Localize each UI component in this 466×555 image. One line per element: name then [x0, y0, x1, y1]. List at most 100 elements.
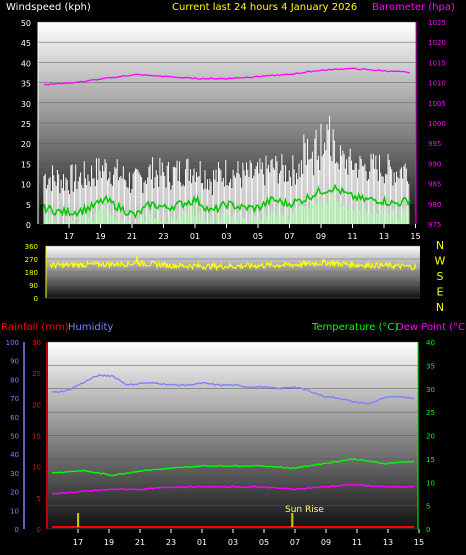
- direction-tick-label: 90: [29, 282, 38, 290]
- wind_avg-line: [43, 183, 411, 220]
- windspeed-tick-label: 40: [21, 59, 31, 68]
- humidity-tick-label: 70: [10, 395, 19, 403]
- windspeed-tick-label: 50: [21, 19, 31, 28]
- direction-tick-label: 0: [34, 295, 38, 303]
- temp-hour-ticks: 17 19 21 23 01 03 05 07 09 11 13 15: [73, 529, 424, 547]
- dewpoint-line: [51, 483, 415, 495]
- direction-gridlines: [45, 245, 420, 299]
- direction-series: [49, 256, 417, 272]
- barometer-axis-title: Barometer (hpa): [372, 2, 455, 13]
- humidity-ticks: 0 10 20 30 40 50 60 70 80 90 100: [6, 339, 19, 534]
- wind-hour-label: 05: [253, 232, 263, 241]
- wind-hour-label: 11: [347, 232, 357, 241]
- temperature-tick-label: 15: [426, 456, 435, 464]
- temp-hour-label: 21: [135, 538, 145, 547]
- rainfall-tick-label: 0: [37, 526, 41, 534]
- windspeed-tick-label: 25: [21, 120, 31, 129]
- temp-hour-label: 03: [228, 538, 238, 547]
- barometer-tick-label: 995: [428, 140, 441, 148]
- barometer-line: [43, 67, 411, 86]
- temperature-ticks: 0 5 10 15 20 25 30 35 40: [426, 339, 435, 534]
- wind-hour-label: 01: [190, 232, 200, 241]
- compass-label: N: [436, 301, 444, 314]
- wind-hour-label: 13: [379, 232, 389, 241]
- temperature-tick-label: 40: [426, 339, 435, 347]
- barometer-tick-label: 980: [428, 201, 441, 209]
- wind-hour-label: 23: [158, 232, 168, 241]
- rainfall-tick-label: 10: [32, 464, 41, 472]
- barometer-ticks: 975 980 985 990 995 1000 1005 1010 1015 1020 1025: [428, 19, 446, 229]
- wind-hour-label: 09: [316, 232, 326, 241]
- humidity-line: [51, 374, 415, 405]
- windspeed-tick-label: 45: [21, 39, 31, 48]
- temp-hour-label: 07: [290, 538, 300, 547]
- temp-hour-label: 17: [73, 538, 83, 547]
- temperature-tick-label: 25: [426, 409, 435, 417]
- wind-hour-ticks: 17 19 21 23 01 03 05 07 09 11 13 15: [64, 224, 421, 241]
- temp-hour-label: 19: [104, 538, 114, 547]
- temp-hour-label: 13: [383, 538, 393, 547]
- barometer-tick-label: 1010: [428, 80, 446, 88]
- windspeed-tick-label: 0: [26, 221, 31, 230]
- compass-label: W: [435, 255, 446, 268]
- temperature-tick-label: 0: [426, 526, 430, 534]
- temp-hour-label: 11: [352, 538, 362, 547]
- direction-ticks: 0 90 180 270 360: [25, 243, 38, 303]
- wind-direction-line: [49, 256, 417, 272]
- barometer-tick-label: 990: [428, 160, 441, 168]
- temperature-tick-label: 10: [426, 479, 435, 487]
- temp-hour-label: 09: [321, 538, 331, 547]
- rainfall-tick-label: 30: [32, 339, 41, 347]
- temp-gridlines: [23, 341, 419, 530]
- humidity-tick-label: 10: [10, 507, 19, 515]
- barometer-tick-label: 985: [428, 181, 441, 189]
- temp-series: [51, 374, 415, 528]
- temp-hour-label: 23: [166, 538, 176, 547]
- humidity-tick-label: 0: [15, 526, 19, 534]
- sunrise-label: Sun Rise: [285, 505, 324, 515]
- windspeed-tick-label: 15: [21, 160, 31, 169]
- windspeed-tick-label: 10: [21, 181, 31, 190]
- temp-hour-label: 05: [259, 538, 269, 547]
- rainfall-tick-label: 25: [32, 370, 41, 378]
- humidity-tick-label: 100: [6, 339, 19, 347]
- barometer-tick-label: 975: [428, 221, 441, 229]
- wind-gust-bars: [40, 116, 414, 224]
- windspeed-tick-label: 5: [26, 201, 31, 210]
- wind-hour-label: 15: [410, 232, 420, 241]
- temperature-legend: Temperature (°C): [311, 322, 398, 333]
- chart-title: Current last 24 hours 4 January 2026: [172, 2, 357, 13]
- humidity-legend: Humidity: [68, 322, 113, 333]
- temperature-tick-label: 35: [426, 362, 435, 370]
- direction-tick-label: 180: [25, 269, 38, 277]
- wind-hour-label: 17: [64, 232, 74, 241]
- rainfall-tick-label: 5: [37, 495, 41, 503]
- rainfall-ticks: 0 5 10 15 20 25 30: [32, 339, 41, 534]
- wind-hour-label: 19: [95, 232, 105, 241]
- compass-label: S: [437, 270, 444, 283]
- wind-hour-label: 21: [127, 232, 137, 241]
- rainfall-tick-label: 20: [32, 401, 41, 409]
- rainfall-legend: Rainfall (mm): [1, 322, 69, 333]
- rainfall-tick-label: 15: [32, 433, 41, 441]
- barometer-tick-label: 1015: [428, 59, 446, 67]
- temp-hour-label: 01: [197, 538, 207, 547]
- humidity-tick-label: 30: [10, 470, 19, 478]
- dewpoint-legend: Dew Point (°C): [396, 322, 466, 333]
- humidity-tick-label: 40: [10, 451, 19, 459]
- barometer-tick-label: 1020: [428, 39, 446, 47]
- temperature-tick-label: 30: [426, 386, 435, 394]
- windspeed-tick-label: 35: [21, 80, 31, 89]
- humidity-tick-label: 80: [10, 376, 19, 384]
- compass-label: N: [436, 239, 444, 252]
- temperature-line: [51, 457, 415, 477]
- barometer-tick-label: 1005: [428, 100, 446, 108]
- barometer-tick-label: 1025: [428, 19, 446, 27]
- windspeed-ticks: 0 5 10 15 20 25 30 35 40 45 50: [21, 19, 31, 230]
- wind-chart-series: [43, 67, 411, 220]
- windspeed-tick-label: 20: [21, 140, 31, 149]
